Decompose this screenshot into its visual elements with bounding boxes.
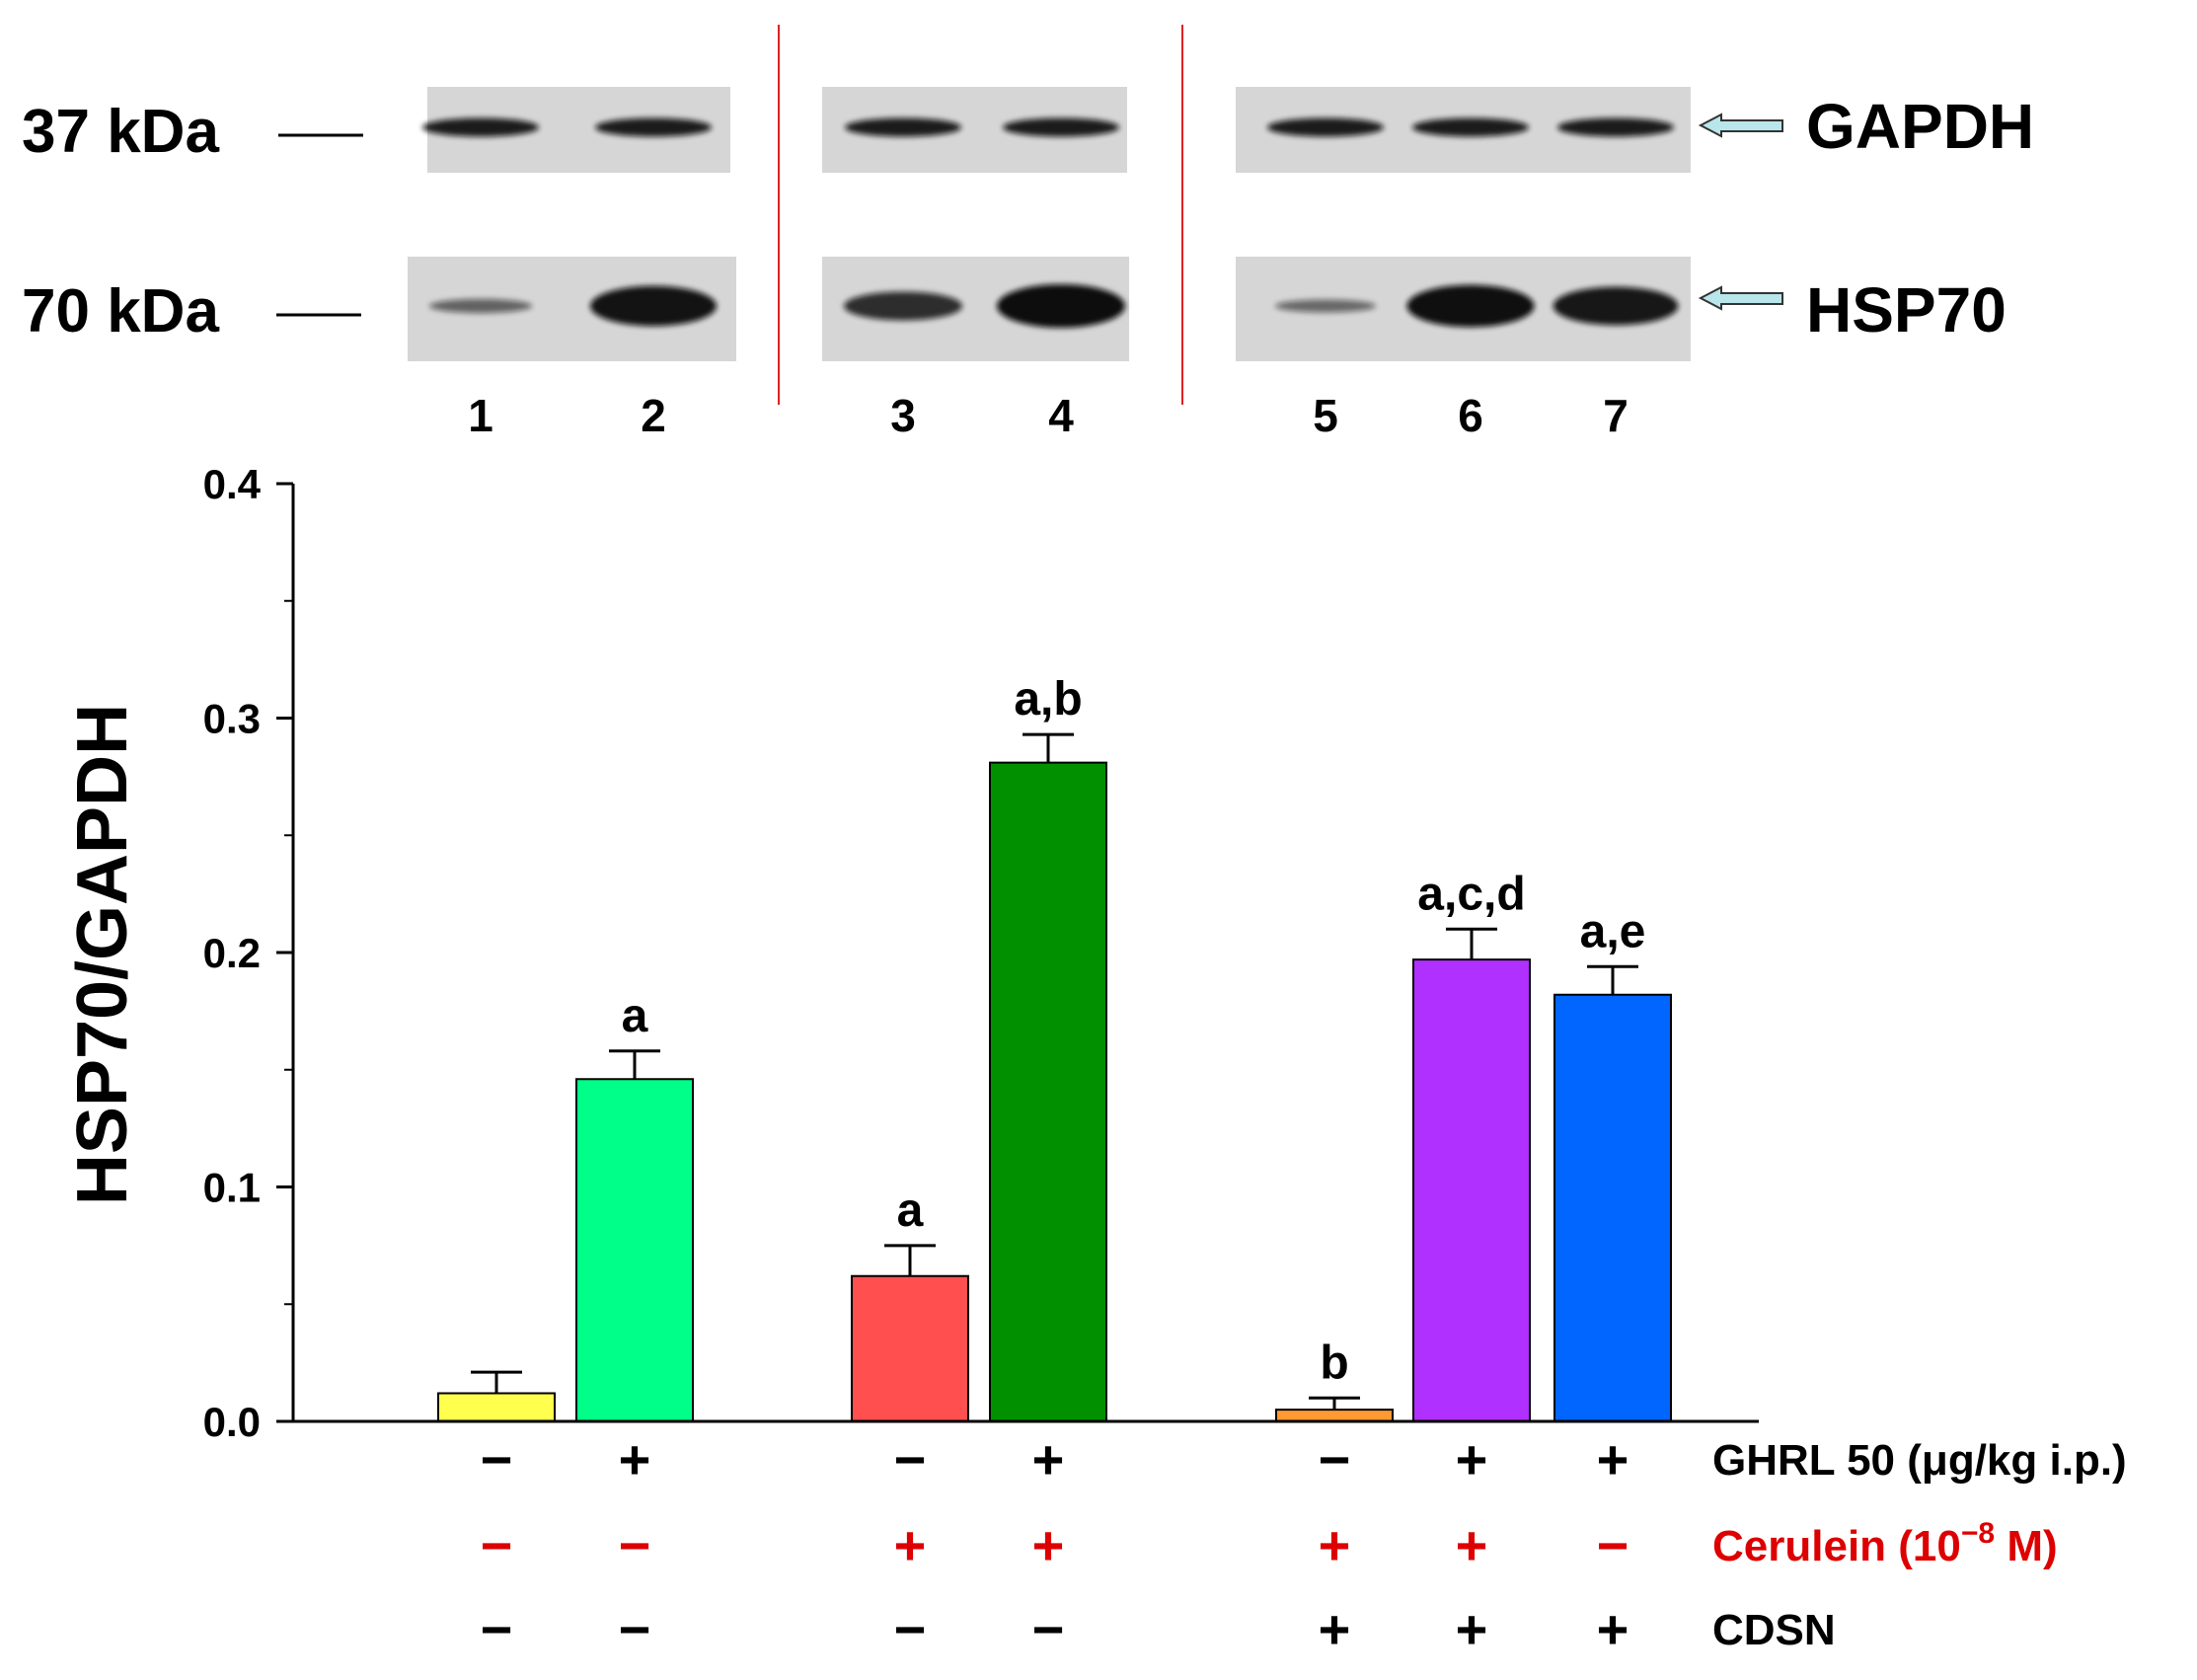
lane-label: 3 (890, 390, 916, 441)
y-tick-label: 0.2 (203, 930, 261, 976)
significance-label: a,e (1580, 905, 1646, 957)
lane-labels: 1 2 3 4 5 6 7 (468, 390, 1629, 441)
protein-label-gapdh: GAPDH (1806, 91, 2034, 162)
lane-label: 7 (1603, 390, 1629, 441)
y-axis-ticks: 0.0 0.1 0.2 0.3 0.4 (203, 461, 293, 1445)
marker-label-70kda: 70 kDa (22, 277, 219, 345)
treatment-label: GHRL 50 (μg/kg i.p.) (1712, 1436, 2127, 1485)
blot-band-gapdh-lane-6 (1412, 117, 1529, 137)
blot-band-hsp70-lane-1 (429, 298, 532, 314)
treatment-sign: − (481, 1514, 513, 1576)
treatment-sign: − (619, 1514, 651, 1576)
significance-label: a,b (1014, 673, 1082, 725)
blot-band-gapdh-lane-2 (595, 117, 712, 137)
lane-label: 1 (468, 390, 493, 441)
bars: a a a,b b a,c,d a,e (437, 673, 1672, 1422)
treatment-sign: + (1456, 1428, 1488, 1490)
y-axis-label: HSP70/GAPDH (63, 704, 142, 1205)
lane-label: 4 (1048, 390, 1074, 441)
blot-band-gapdh-lane-1 (422, 117, 539, 137)
treatment-sign: + (1032, 1514, 1065, 1576)
protein-label-hsp70: HSP70 (1806, 274, 2007, 345)
bar-4 (989, 761, 1107, 1422)
marker-label-37kda: 37 kDa (22, 98, 219, 166)
significance-label: a (622, 990, 648, 1042)
treatment-sign: + (1319, 1598, 1351, 1660)
bar-6 (1412, 958, 1531, 1422)
treatment-sign: − (481, 1428, 513, 1490)
treatment-sign: − (894, 1428, 927, 1490)
treatment-sign: − (619, 1598, 651, 1660)
treatment-sign: + (1319, 1514, 1351, 1576)
treatment-label: Cerulein (10−8 M) (1712, 1517, 2058, 1570)
treatment-sign: + (1456, 1514, 1488, 1576)
blot-band-hsp70-lane-2 (590, 285, 717, 327)
y-tick-label: 0.0 (203, 1399, 261, 1445)
treatment-rows: − + − + − + + GHRL 50 (μg/kg i.p.) − − + + + + − Cerule… (481, 1428, 2127, 1660)
blot-band-gapdh-lane-3 (845, 117, 961, 137)
blot-band-gapdh-lane-7 (1557, 117, 1674, 137)
blot-band-hsp70-lane-7 (1553, 286, 1679, 326)
blot-bands (422, 117, 1679, 328)
treatment-label: CDSN (1712, 1606, 1836, 1654)
treatment-sign: + (619, 1428, 651, 1490)
blot-band-hsp70-lane-4 (997, 284, 1125, 328)
bar-5 (1275, 1409, 1394, 1422)
blot-band-gapdh-lane-5 (1267, 117, 1384, 137)
bar-chart: HSP70/GAPDH 0.00.10.20.30.4 aaa,bba,c,da… (63, 461, 2127, 1660)
bar-2 (575, 1078, 694, 1422)
blot-band-hsp70-lane-6 (1406, 284, 1535, 328)
western-blot: 37 kDa 70 kDa GAPDH HSP70 1 2 3 4 5 6 7 (22, 25, 2034, 441)
y-tick-label: 0.4 (203, 461, 262, 507)
lane-label: 5 (1313, 390, 1338, 441)
treatment-sign: + (1456, 1598, 1488, 1660)
bar-1 (437, 1392, 556, 1422)
bar-7 (1553, 993, 1672, 1422)
treatment-sign: − (894, 1598, 927, 1660)
significance-label: a,c,d (1417, 868, 1525, 920)
treatment-sign: − (1032, 1598, 1065, 1660)
arrow-gapdh (1698, 113, 1783, 138)
y-tick-label: 0.1 (203, 1165, 261, 1211)
y-tick-label: 0.3 (203, 696, 261, 742)
blot-band-gapdh-lane-4 (1003, 117, 1119, 137)
blot-band-hsp70-lane-3 (844, 291, 962, 321)
arrow-hsp70 (1698, 285, 1783, 311)
treatment-sign: + (1597, 1428, 1629, 1490)
treatment-sign: + (1597, 1598, 1629, 1660)
treatment-sign: − (1597, 1514, 1629, 1576)
lane-label: 2 (641, 390, 666, 441)
significance-label: b (1320, 1336, 1348, 1389)
treatment-sign: − (481, 1598, 513, 1660)
treatment-sign: − (1319, 1428, 1351, 1490)
bar-3 (851, 1274, 969, 1422)
lane-label: 6 (1458, 390, 1483, 441)
treatment-sign: + (1032, 1428, 1065, 1490)
significance-label: a (897, 1184, 924, 1237)
blot-band-hsp70-lane-5 (1275, 299, 1376, 313)
treatment-sign: + (894, 1514, 927, 1576)
